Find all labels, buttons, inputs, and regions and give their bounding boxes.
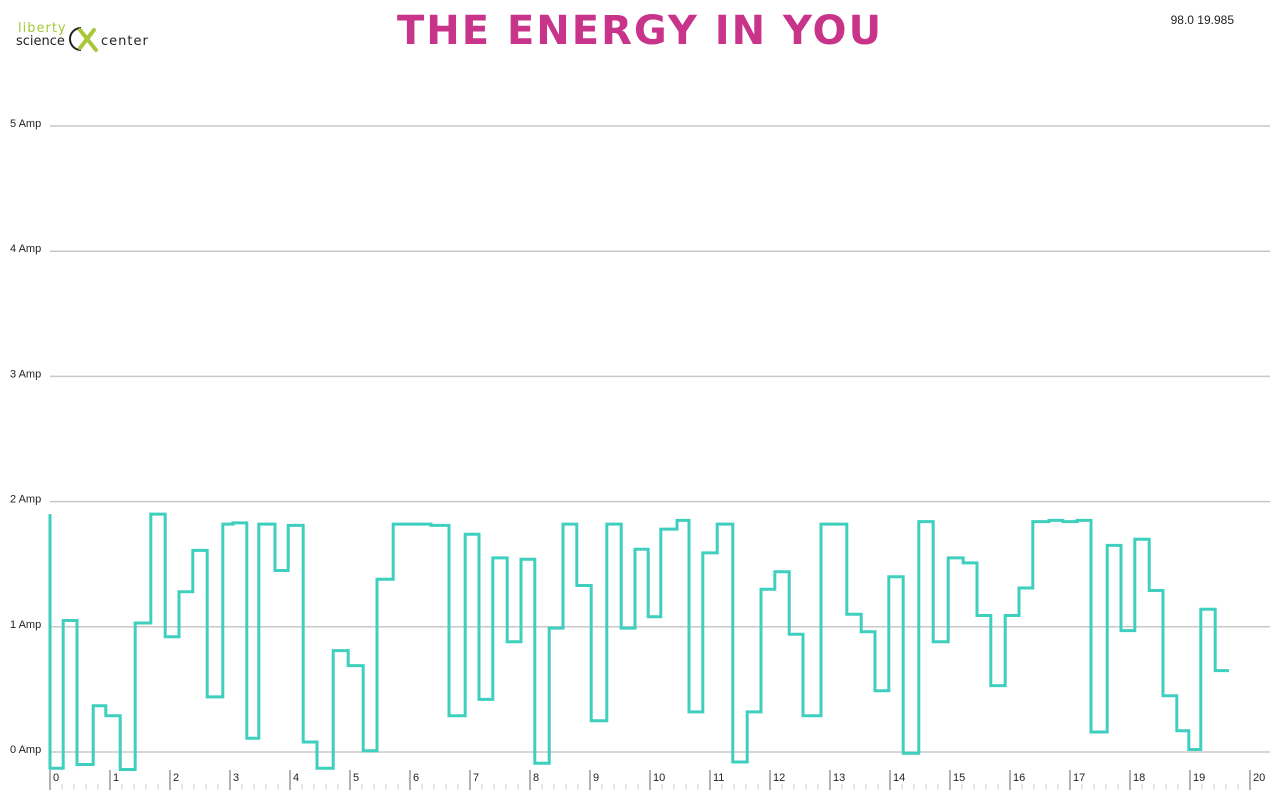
x-tick-label: 10 (653, 772, 665, 784)
status-readout: 98.0 19.985 (1170, 13, 1234, 27)
y-tick-label: 2 Amp (10, 494, 41, 506)
y-tick-label: 3 Amp (10, 368, 41, 380)
x-tick-label: 20 (1253, 772, 1265, 784)
x-tick-label: 6 (413, 772, 419, 784)
grid-lines (50, 125, 1270, 753)
series-line (48, 512, 1229, 771)
x-tick-label: 8 (533, 772, 539, 784)
x-tick-label: 11 (713, 772, 724, 784)
x-tick-label: 18 (1133, 772, 1145, 784)
logo-left-text: science (16, 34, 65, 49)
x-tick-label: 3 (233, 772, 239, 784)
x-tick-label: 13 (833, 772, 845, 784)
x-tick-label: 0 (53, 772, 59, 784)
series-group (48, 512, 1229, 771)
y-tick-label: 4 Amp (10, 243, 41, 255)
y-tick-label: 0 Amp (10, 744, 41, 756)
x-tick-label: 14 (893, 772, 905, 784)
x-tick-label: 16 (1013, 772, 1025, 784)
x-tick-label: 4 (293, 772, 299, 784)
x-tick-label: 9 (593, 772, 599, 784)
x-tick-label: 17 (1073, 772, 1085, 784)
x-tick-label: 7 (473, 772, 479, 784)
y-tick-label: 5 Amp (10, 118, 41, 130)
x-tick-label: 12 (773, 772, 785, 784)
x-tick-label: 15 (953, 772, 965, 784)
x-tick-label: 2 (173, 772, 179, 784)
x-tick-label: 1 (113, 772, 119, 784)
x-axis: 0 1 2 3 4 5 6 7 8 9 10 11 12 13 14 15 16 17 18 19 20 (49, 770, 1265, 790)
logo-right-text: center (101, 34, 149, 49)
page-title: THE ENERGY IN YOU (396, 8, 884, 54)
logo-mark-icon (69, 27, 98, 52)
logo-top-text: liberty (18, 21, 67, 36)
x-tick-label: 19 (1193, 772, 1205, 784)
x-tick-label: 5 (353, 772, 359, 784)
y-tick-label: 1 Amp (10, 619, 41, 631)
logo: liberty science center (14, 18, 164, 58)
y-axis-labels: 0 Amp 1 Amp 2 Amp 3 Amp 4 Amp 5 Amp (10, 118, 41, 756)
